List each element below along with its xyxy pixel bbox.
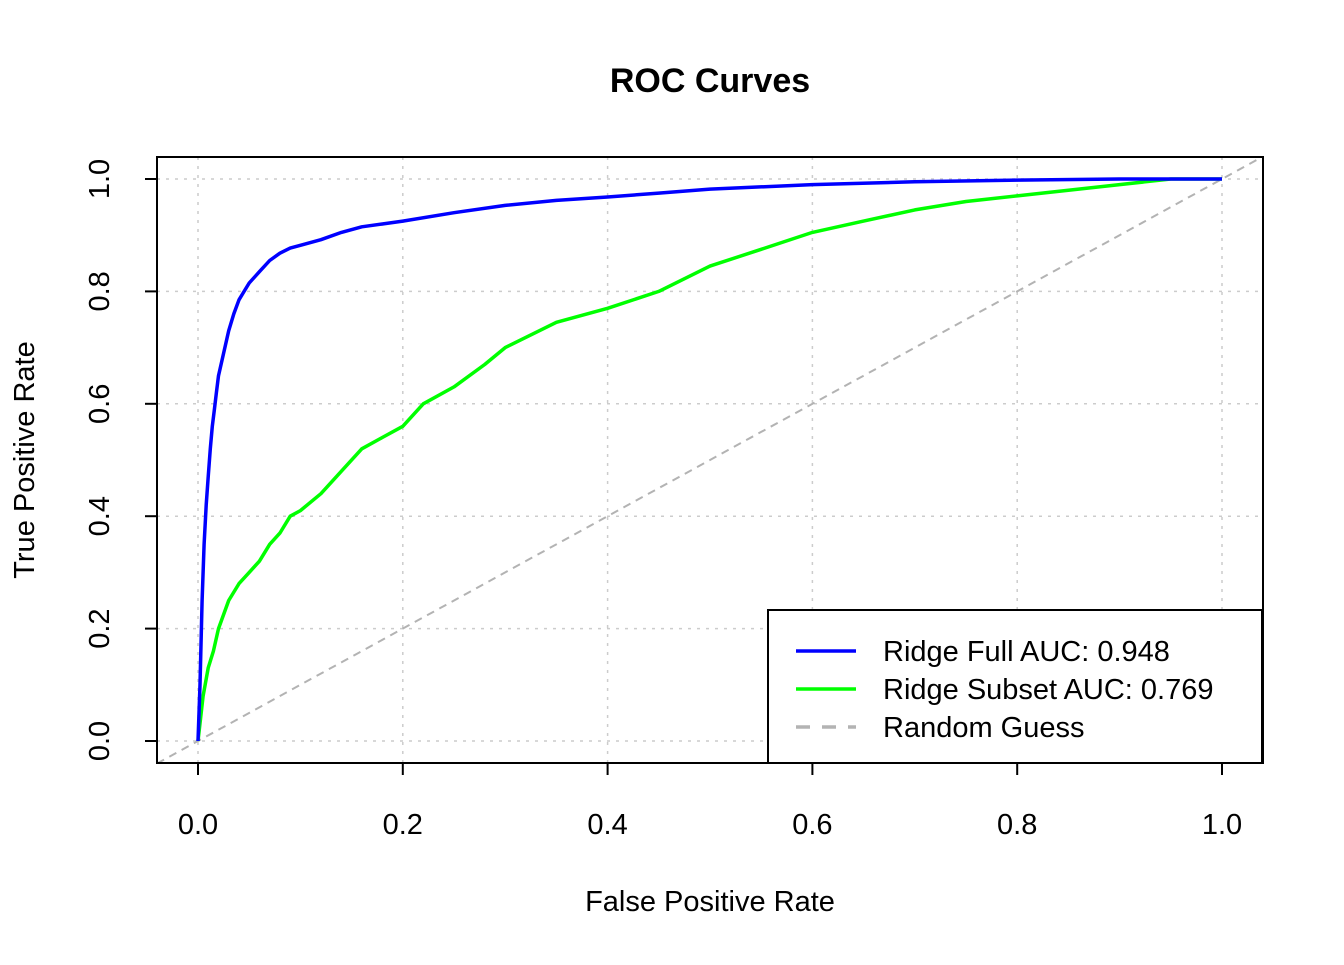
series-layer <box>157 157 1263 763</box>
y-axis-label: True Positive Rate <box>9 341 41 578</box>
legend-label: Random Guess <box>883 712 1085 744</box>
plot-border <box>156 156 1264 764</box>
x-tick-label: 0.4 <box>587 809 627 841</box>
legend-items: Ridge Full AUC: 0.948 Ridge Subset AUC: 0… <box>796 636 1213 744</box>
chart-title: ROC Curves <box>610 62 810 100</box>
x-tick-label: 1.0 <box>1202 809 1242 841</box>
x-axis: 0.0 0.2 0.4 0.6 0.8 1.0 <box>178 763 1242 841</box>
x-tick-label: 0.2 <box>383 809 423 841</box>
y-tick-label: 0.0 <box>84 721 116 761</box>
y-tick-label: 0.8 <box>84 271 116 311</box>
y-tick-label: 0.4 <box>84 496 116 536</box>
y-tick-label: 0.6 <box>84 384 116 424</box>
legend-label: Ridge Subset AUC: 0.769 <box>883 674 1213 706</box>
x-tick-label: 0.0 <box>178 809 218 841</box>
random-guess-line <box>157 157 1263 763</box>
legend: Ridge Full AUC: 0.948 Ridge Subset AUC: 0… <box>767 609 1263 764</box>
x-tick-label: 0.6 <box>792 809 832 841</box>
y-axis: 0.0 0.2 0.4 0.6 0.8 1.0 <box>84 159 157 761</box>
legend-label: Ridge Full AUC: 0.948 <box>883 636 1170 668</box>
y-tick-label: 1.0 <box>84 159 116 199</box>
x-tick-label: 0.8 <box>997 809 1037 841</box>
legend-box <box>767 609 1263 764</box>
ridge-full-curve <box>196 177 1222 742</box>
y-tick-label: 0.2 <box>84 608 116 648</box>
ridge-subset-curve <box>196 177 1222 742</box>
x-axis-label: False Positive Rate <box>585 886 835 918</box>
